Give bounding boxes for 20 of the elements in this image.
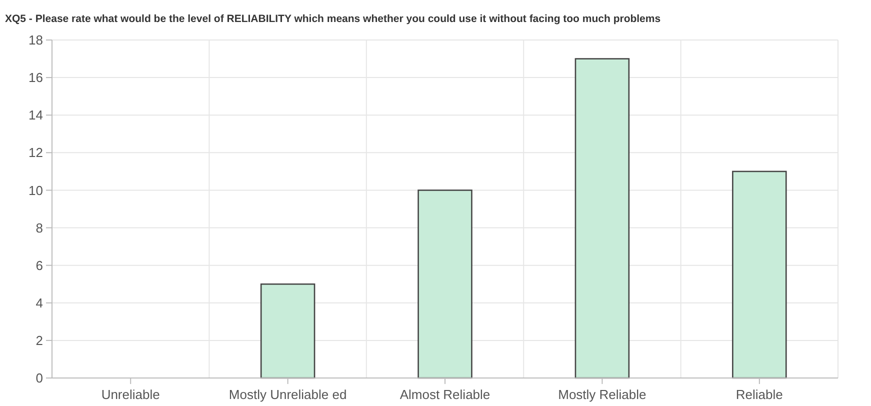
- bar: [260, 283, 316, 379]
- y-tick-label: 0: [36, 370, 43, 386]
- y-tick-label: 6: [36, 258, 43, 273]
- y-tick-label: 2: [36, 332, 43, 348]
- x-tick-label: Mostly Unreliable ed: [228, 387, 347, 402]
- y-tick-label: 4: [36, 295, 43, 310]
- y-tick-label: 18: [28, 32, 43, 48]
- y-tick-label: 16: [28, 70, 43, 86]
- x-tick-label: Almost Reliable: [400, 387, 490, 402]
- y-tick-label: 10: [28, 182, 43, 198]
- y-tick-label: 8: [36, 220, 43, 236]
- bar: [732, 170, 787, 379]
- bar: [418, 190, 472, 379]
- x-tick-label: Reliable: [736, 387, 783, 402]
- bar: [574, 58, 630, 379]
- x-tick-label: Mostly Reliable: [558, 387, 646, 402]
- chart-title: XQ5 - Please rate what would be the level of RELIABILITY which means whether you could use it without facing too much problems: [5, 13, 661, 25]
- y-tick-label: 14: [28, 108, 43, 123]
- y-tick-label: 12: [28, 145, 43, 160]
- x-tick-label: Unreliable: [101, 387, 160, 402]
